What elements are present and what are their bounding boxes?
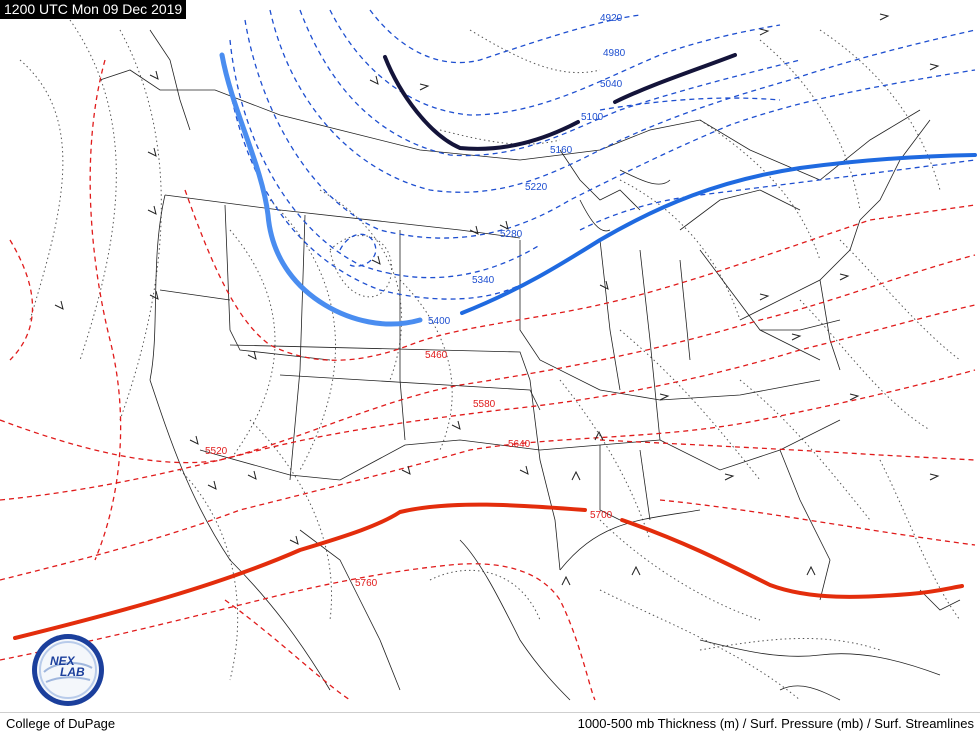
contour-5400-highlight [219,52,423,327]
logo-text-top: NEX [50,654,76,668]
label-5580: 5580 [473,399,496,410]
label-5100: 5100 [581,112,604,123]
cold-thickness-contours [229,9,976,300]
contour-5100-east-highlight [613,53,737,104]
warm-thickness-contours [0,59,976,701]
contour-5700-east-highlight [620,518,964,599]
label-5640: 5640 [508,439,531,450]
nexlab-logo: NEX LAB [32,634,104,706]
contour-5700-highlight [13,502,587,640]
label-5160: 5160 [550,145,573,156]
label-5040: 5040 [600,79,623,90]
contour-5100-highlight [383,55,580,151]
footer-product-description: 1000-500 mb Thickness (m) / Surf. Pressu… [577,716,974,731]
footer-bar: College of DuPage 1000-500 mb Thickness … [0,712,980,735]
label-5520: 5520 [205,446,228,457]
label-5700: 5700 [590,510,613,521]
label-5280: 5280 [500,229,523,240]
footer-credit: College of DuPage [6,716,116,731]
label-5760: 5760 [355,578,378,589]
label-5340: 5340 [472,275,495,286]
streamline-arrows [54,13,940,586]
political-boundaries [99,29,961,701]
label-4980: 4980 [603,48,626,59]
contour-5400-east-highlight [460,153,977,315]
surface-isobars [19,19,961,701]
valid-time-title: 1200 UTC Mon 09 Dec 2019 [0,0,187,19]
label-5220: 5220 [525,182,548,193]
label-5460: 5460 [425,350,448,361]
logo-text-bottom: LAB [60,665,85,679]
label-5400: 5400 [428,316,451,327]
label-4920: 4920 [600,13,623,24]
